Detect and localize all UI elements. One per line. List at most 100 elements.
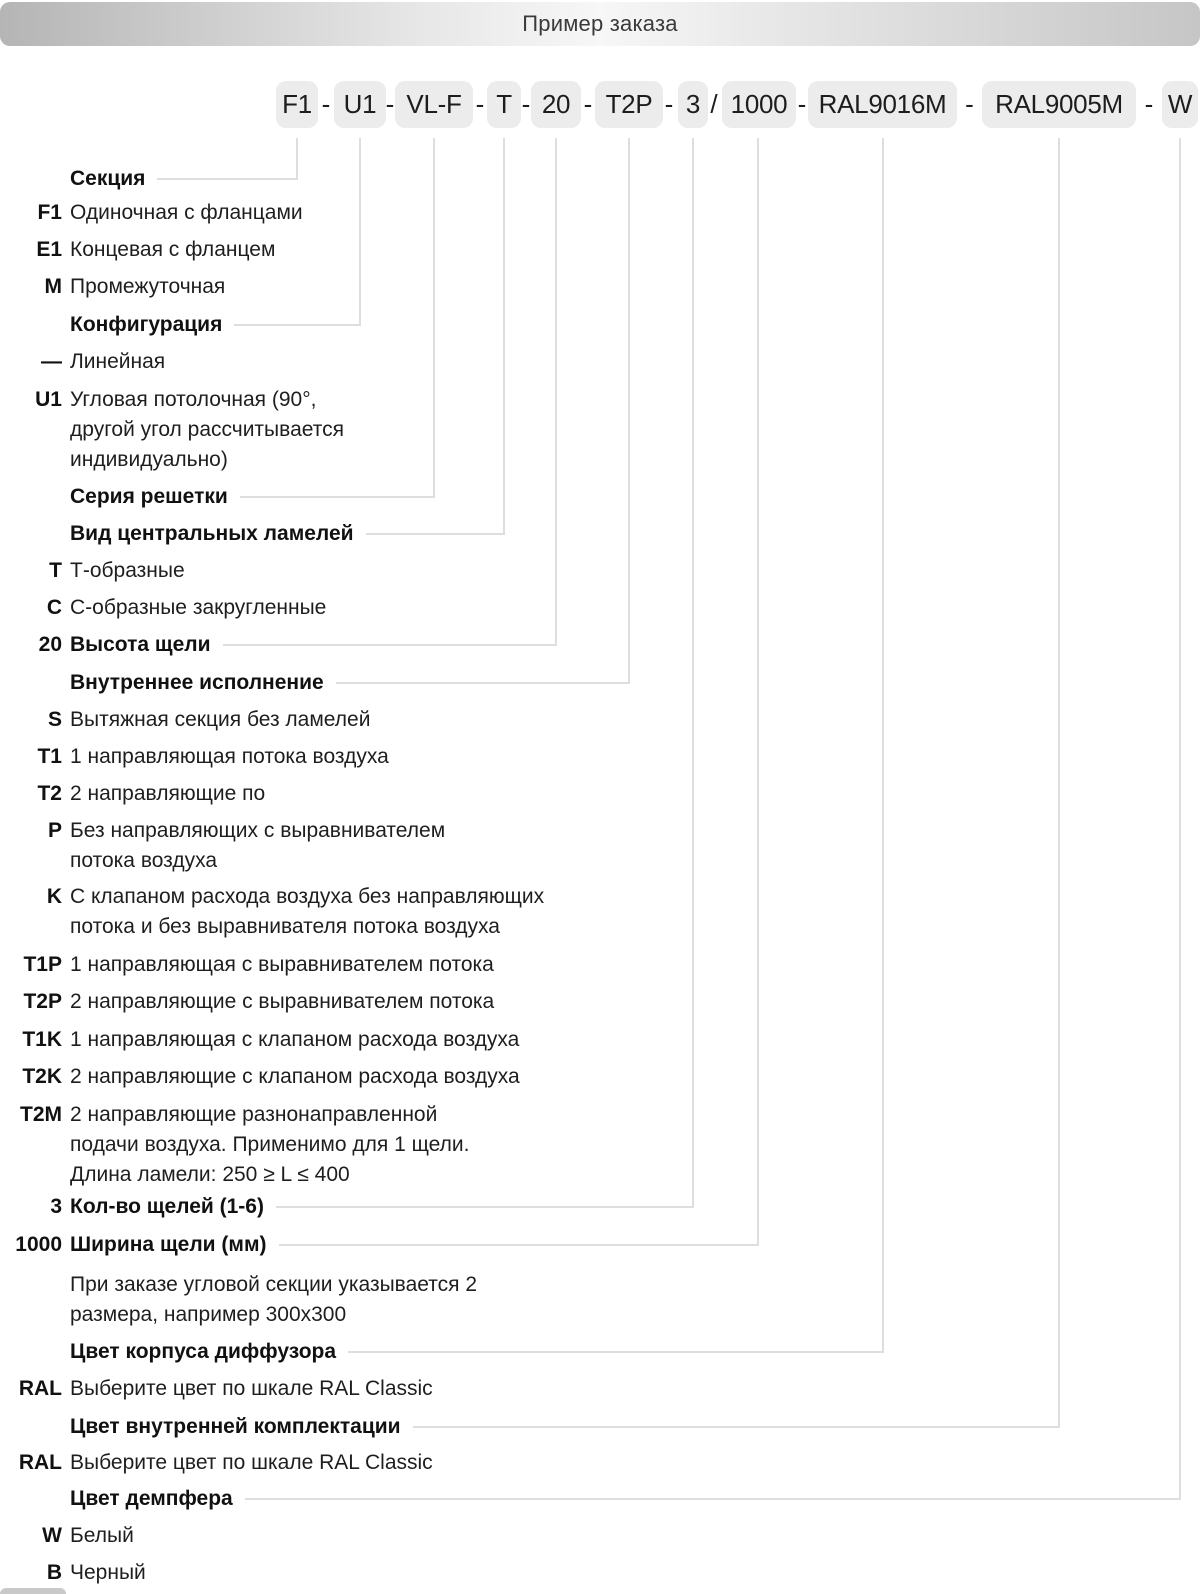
code-separator: - xyxy=(583,89,593,119)
legend-row: K С клапаном расхода воздуха без направл… xyxy=(0,882,544,942)
legend-row-header: Цвет демпфера xyxy=(0,1484,1180,1514)
legend-text: 2 направляющие разнонаправленной подачи … xyxy=(70,1103,470,1186)
legend-row: RAL Выберите цвет по шкале RAL Classic xyxy=(0,1448,433,1478)
legend-row-header: Вид центральных ламелей xyxy=(0,519,504,549)
legend-row-header: 1000 Ширина щели (мм) xyxy=(0,1230,758,1260)
legend-header-text: Высота щели xyxy=(70,633,211,656)
connector-vline-20 xyxy=(555,138,557,646)
legend-row-header: Цвет внутренней комплектации xyxy=(0,1412,1059,1442)
legend-code: RAL xyxy=(18,1377,62,1400)
legend-text: Линейная xyxy=(70,350,166,373)
legend-row: S Вытяжная секция без ламелей xyxy=(0,705,370,735)
legend-text: Белый xyxy=(70,1524,134,1547)
legend-text: 1 направляющая потока воздуха xyxy=(70,745,389,768)
legend-code: RAL xyxy=(18,1451,62,1474)
code-separator: - xyxy=(321,89,331,119)
code-separator: - xyxy=(797,89,807,119)
legend-row: T1K 1 направляющая с клапаном расхода во… xyxy=(0,1025,519,1055)
legend-text: 2 направляющие по xyxy=(70,782,266,805)
legend-note-text: При заказе угловой секции указывается 2 … xyxy=(70,1273,478,1326)
legend-code: S xyxy=(47,708,62,731)
legend-row: W Белый xyxy=(0,1521,134,1551)
legend-row: T2P 2 направляющие с выравнивателем пото… xyxy=(0,987,494,1017)
code-box-vl-f: VL-F xyxy=(395,81,473,128)
code-box-t: T xyxy=(487,81,521,128)
code-box-ral9005m: RAL9005M xyxy=(982,81,1136,128)
connector-vline-vl-f xyxy=(433,138,435,498)
legend-row: T2K 2 направляющие с клапаном расхода во… xyxy=(0,1062,519,1092)
legend-code: T2P xyxy=(23,990,62,1013)
code-separator: - xyxy=(475,89,485,119)
connector-hline xyxy=(157,178,297,180)
connector-hline xyxy=(412,1426,1059,1428)
code-separator: - xyxy=(1144,89,1154,119)
legend-row: T2 2 направляющие по xyxy=(0,779,265,809)
connector-vline-3 xyxy=(692,138,694,1208)
legend-code: — xyxy=(41,350,62,373)
connector-vline-ral9016m xyxy=(882,138,884,1353)
legend-header-text: Кол-во щелей (1-6) xyxy=(70,1195,264,1218)
connector-hline xyxy=(275,1206,693,1208)
legend-text: Т-образные xyxy=(70,559,185,582)
legend-code: T1P xyxy=(23,953,62,976)
legend-text: Выберите цвет по шкале RAL Classic xyxy=(70,1377,433,1400)
legend-code: T1 xyxy=(37,745,62,768)
legend-header-text: Вид центральных ламелей xyxy=(70,522,354,545)
section-title: Пример заказа xyxy=(522,11,678,36)
legend-header-text: Серия решетки xyxy=(70,485,228,508)
legend-row: E1 Концевая с фланцем xyxy=(0,235,275,265)
code-box-ral9016m: RAL9016M xyxy=(808,81,957,128)
legend-code: T2K xyxy=(22,1065,62,1088)
legend-text: Вытяжная секция без ламелей xyxy=(70,708,371,731)
legend-text: Угловая потолочная (90°, другой угол рас… xyxy=(70,388,344,471)
legend-text: Черный xyxy=(70,1561,146,1584)
legend-text: 1 направляющая с выравнивателем потока xyxy=(70,953,494,976)
connector-hline xyxy=(278,1244,758,1246)
code-box-20: 20 xyxy=(531,81,581,128)
legend-code: C xyxy=(46,596,62,619)
legend-text: Выберите цвет по шкале RAL Classic xyxy=(70,1451,433,1474)
legend-row: U1 Угловая потолочная (90°, другой угол … xyxy=(0,385,344,475)
legend-row: T1P 1 направляющая с выравнивателем пото… xyxy=(0,950,494,980)
legend-row: T2M 2 направляющие разнонаправленной под… xyxy=(0,1100,469,1190)
legend-text: 2 направляющие с выравнивателем потока xyxy=(70,990,495,1013)
legend-text: Промежуточная xyxy=(70,275,226,298)
connector-hline xyxy=(348,1351,883,1353)
legend-row: T1 1 направляющая потока воздуха xyxy=(0,742,389,772)
legend-code: 1000 xyxy=(15,1233,62,1256)
legend-text: Концевая с фланцем xyxy=(70,238,276,261)
legend-row-header: Серия решетки xyxy=(0,482,434,512)
legend-row-note: При заказе угловой секции указывается 2 … xyxy=(0,1270,477,1330)
connector-hline xyxy=(234,324,360,326)
connector-hline xyxy=(335,682,629,684)
code-box-w: W xyxy=(1162,81,1198,128)
code-box-u1: U1 xyxy=(334,81,386,128)
legend-code: M xyxy=(44,275,63,298)
legend-row: — Линейная xyxy=(0,347,165,377)
legend-text: С клапаном расхода воздуха без направляю… xyxy=(70,885,545,938)
legend-row: P Без направляющих с выравнивателем пото… xyxy=(0,816,445,876)
legend-header-text: Цвет внутренней комплектации xyxy=(70,1415,401,1438)
legend-code: K xyxy=(46,885,62,908)
legend-header-text: Цвет демпфера xyxy=(70,1487,233,1510)
legend-row: RAL Выберите цвет по шкале RAL Classic xyxy=(0,1374,433,1404)
legend-row: F1 Одиночная с фланцами xyxy=(0,198,302,228)
legend-row: C С-образные закругленные xyxy=(0,593,327,623)
code-separator-slash: / xyxy=(710,89,718,119)
connector-vline-ral9005m xyxy=(1058,138,1060,1428)
connector-hline xyxy=(222,644,556,646)
code-separator: - xyxy=(521,89,531,119)
legend-code: 3 xyxy=(50,1195,62,1218)
legend-row-header: Цвет корпуса диффузора xyxy=(0,1337,883,1367)
section-header-bar: Пример заказа xyxy=(0,2,1200,46)
legend-code: E1 xyxy=(36,238,62,261)
legend-code: 20 xyxy=(38,633,62,656)
code-box-3: 3 xyxy=(678,81,708,128)
legend-code: P xyxy=(47,819,62,842)
legend-row-header: Секция xyxy=(0,164,297,194)
legend-row-header: 20 Высота щели xyxy=(0,630,556,660)
next-section-bar-sliver xyxy=(0,1588,66,1594)
legend-text: 1 направляющая с клапаном расхода воздух… xyxy=(70,1028,520,1051)
connector-vline-1000 xyxy=(757,138,759,1246)
